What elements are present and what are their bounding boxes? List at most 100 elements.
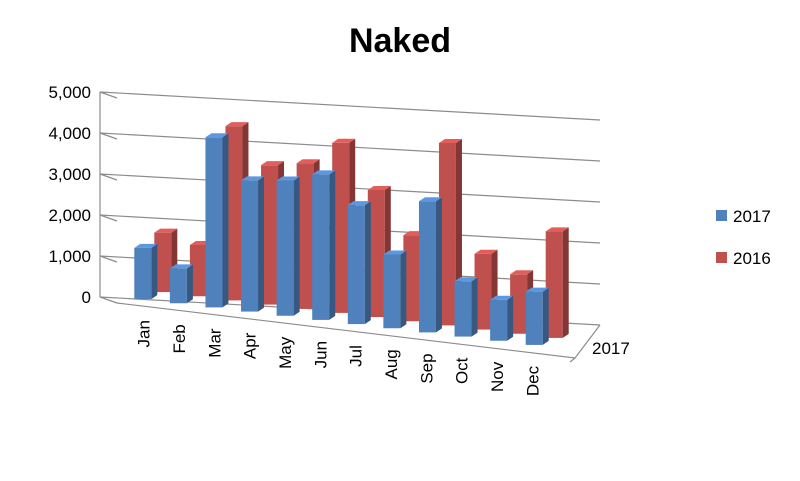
- bar-side-face: [507, 295, 514, 341]
- y-tick-label: 3,000: [48, 165, 91, 184]
- y-axis-ticks: 0 1,000 2,000 3,000 4,000 5,000: [48, 83, 91, 307]
- bar-2017-may: [276, 176, 300, 316]
- bar-front-face: [134, 247, 152, 300]
- y-tick-label: 0: [82, 288, 91, 307]
- bar-2017-jan: [134, 243, 158, 300]
- bar-front-face: [225, 126, 243, 301]
- bar-front-face: [490, 299, 508, 341]
- bar-top-face: [347, 201, 371, 206]
- x-tick-label: Apr: [241, 332, 260, 359]
- bar-side-face: [329, 170, 336, 320]
- depth-axis-tick: [569, 357, 576, 363]
- bar-side-face: [471, 277, 478, 337]
- legend-label-2017: 2017: [733, 207, 771, 226]
- bar-side-face: [562, 227, 569, 338]
- bar-top-face: [510, 270, 534, 275]
- bar-2016-dec: [545, 227, 569, 338]
- bar-top-face: [438, 138, 462, 143]
- bar-front-face: [418, 201, 436, 333]
- bar-side-face: [222, 133, 229, 308]
- bar-side-face: [186, 264, 193, 304]
- bar-front-face: [312, 174, 330, 320]
- bar-side-face: [364, 201, 371, 325]
- bar-top-face: [169, 264, 193, 269]
- bar-front-face: [545, 231, 563, 338]
- bar-top-face: [490, 295, 514, 300]
- y-tick-label: 5,000: [48, 83, 91, 102]
- bar-2017-jul: [347, 201, 371, 325]
- bar-front-face: [205, 137, 223, 308]
- bar-top-face: [454, 277, 478, 282]
- bar-top-face: [545, 227, 569, 232]
- bar-top-face: [367, 185, 391, 190]
- bar-front-face: [367, 189, 385, 318]
- bar-top-face: [261, 161, 285, 166]
- x-axis-ticks: Jan Feb Mar Apr May Jun Jul Aug Sep Oct Nov Dec: [135, 320, 543, 396]
- bars: [134, 122, 569, 345]
- bar-2017-sep: [418, 197, 442, 333]
- bar-side-face: [151, 243, 158, 300]
- bar-top-face: [154, 228, 178, 233]
- bar-side-face: [293, 176, 300, 316]
- bar-2017-apr: [241, 176, 265, 312]
- legend-swatch-2017: [716, 210, 727, 221]
- bar-front-face: [474, 253, 492, 330]
- x-tick-label: Oct: [453, 357, 472, 384]
- chart-title: Naked: [349, 22, 451, 60]
- legend-swatch-2016: [716, 252, 727, 263]
- bar-2017-dec: [525, 287, 549, 345]
- bar-2017-nov: [490, 295, 514, 341]
- bar-front-face: [510, 274, 528, 334]
- bar-side-face: [542, 287, 549, 345]
- x-tick-label: Jun: [311, 341, 330, 368]
- bar-front-face: [403, 235, 421, 322]
- bar-top-face: [225, 122, 249, 127]
- bar-front-face: [154, 232, 172, 293]
- bar-side-face: [400, 250, 407, 329]
- bar-side-face: [258, 176, 265, 312]
- bar-2017-mar: [205, 133, 229, 308]
- bar-top-face: [205, 133, 229, 138]
- bar-2017-oct: [454, 277, 478, 337]
- bar-front-face: [241, 180, 259, 312]
- bar-front-face: [454, 281, 472, 337]
- bar-front-face: [332, 142, 350, 313]
- y-tick-label: 4,000: [48, 124, 91, 143]
- bar-front-face: [261, 165, 279, 305]
- bar-2017-feb: [169, 264, 193, 304]
- bar-front-face: [276, 180, 294, 316]
- x-tick-label: Mar: [205, 328, 224, 358]
- bar-top-face: [332, 138, 356, 143]
- bar-front-face: [347, 205, 365, 325]
- bar-top-face: [525, 287, 549, 292]
- bar-top-face: [312, 170, 336, 175]
- bar-front-face: [438, 142, 456, 326]
- bar-front-face: [296, 163, 314, 309]
- legend-label-2016: 2016: [733, 249, 771, 268]
- x-tick-label: Nov: [488, 361, 507, 392]
- bar-front-face: [189, 245, 207, 297]
- bar-top-face: [134, 243, 158, 248]
- bar-2016-jan: [154, 228, 178, 293]
- legend: 2017 2016: [716, 207, 771, 268]
- x-tick-label: Dec: [523, 365, 542, 396]
- bar-2017-jun: [312, 170, 336, 320]
- x-tick-label: May: [276, 336, 295, 369]
- x-tick-label: Jul: [347, 345, 366, 367]
- gridline: [99, 91, 601, 121]
- bar-top-face: [276, 176, 300, 181]
- depth-axis-label: 2017: [592, 339, 630, 358]
- bar-front-face: [169, 268, 187, 304]
- bar-front-face: [383, 254, 401, 329]
- bar-front-face: [525, 291, 543, 345]
- axes: [99, 92, 601, 363]
- bar-top-face: [418, 197, 442, 202]
- x-tick-label: Sep: [417, 353, 436, 383]
- y-tick-label: 2,000: [48, 206, 91, 225]
- bar-top-face: [383, 250, 407, 255]
- bar-2017-aug: [383, 250, 407, 329]
- bar-top-face: [296, 159, 320, 164]
- x-tick-label: Jan: [135, 320, 154, 347]
- bar-side-face: [435, 197, 442, 333]
